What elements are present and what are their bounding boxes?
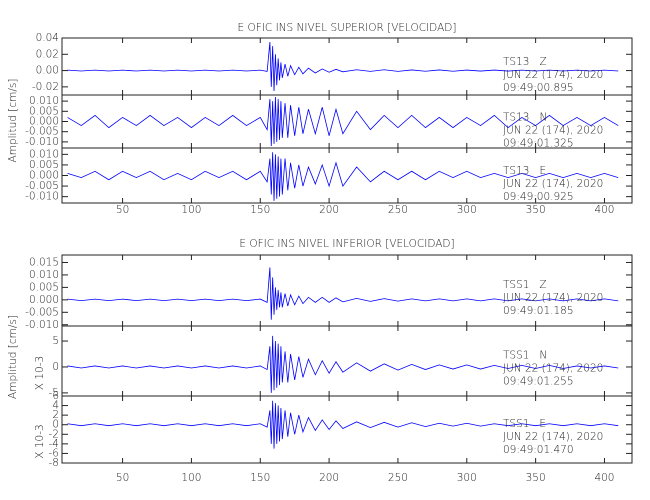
- x-tick-label: 400: [594, 204, 614, 216]
- station-time: 09:49:00.895: [503, 82, 574, 94]
- waveform: [67, 400, 619, 449]
- y-tick-label: -0.02: [32, 81, 59, 93]
- x-tick-label: 200: [319, 204, 339, 216]
- y-axis-label: Amplitud [cm/s]: [7, 79, 19, 163]
- y-tick-label: 0.000: [29, 116, 59, 128]
- x-tick-label: 300: [457, 472, 477, 484]
- x-tick-label: 100: [181, 204, 201, 216]
- waveform: [67, 42, 619, 91]
- waveform: [67, 335, 619, 393]
- station-label: TSS1 E: [503, 418, 546, 430]
- station-date: JUN 22 (174), 2020: [503, 124, 603, 136]
- y-tick-label: -0.010: [25, 191, 59, 203]
- y-tick-label: -0.005: [25, 180, 59, 192]
- y-tick-label: 0: [52, 361, 59, 373]
- y-multiplier: X 10-3: [34, 356, 46, 390]
- x-tick-label: 250: [388, 472, 408, 484]
- station-time: 09:49:01.325: [503, 137, 574, 149]
- y-tick-label: 0.00: [36, 65, 59, 77]
- x-tick-label: 100: [181, 472, 201, 484]
- y-tick-label: 0.005: [29, 281, 59, 293]
- station-time: 09:49:00.925: [503, 191, 574, 203]
- x-tick-label: 350: [526, 472, 546, 484]
- y-tick-label: 0.010: [29, 269, 59, 281]
- y-tick-label: -0.005: [25, 306, 59, 318]
- panel-frame: [61, 395, 633, 464]
- x-tick-label: 150: [250, 204, 270, 216]
- station-time: 09:49:01.185: [503, 305, 574, 317]
- waveform: [67, 97, 619, 146]
- y-tick-label: -5: [49, 387, 59, 399]
- station-label: TS13 N: [503, 111, 547, 123]
- y-tick-label: -0.010: [25, 319, 59, 331]
- y-tick-label: 6: [52, 390, 59, 402]
- y-tick-label: 0.000: [29, 170, 59, 182]
- chart-title: E OFIC INS NIVEL SUPERIOR [VELOCIDAD]: [238, 22, 457, 34]
- x-tick-label: 250: [388, 204, 408, 216]
- station-date: JUN 22 (174), 2020: [503, 69, 603, 81]
- chart-title: E OFIC INS NIVEL INFERIOR [VELOCIDAD]: [239, 238, 454, 250]
- y-tick-label: 0.010: [29, 148, 59, 160]
- y-tick-label: -4: [49, 438, 59, 450]
- y-tick-label: 0: [52, 419, 59, 431]
- station-label: TS13 Z: [503, 56, 547, 68]
- x-tick-label: 400: [594, 472, 614, 484]
- y-tick-label: -6: [49, 447, 59, 459]
- y-tick-label: 2: [52, 409, 59, 421]
- y-tick-label: -0.005: [25, 126, 59, 138]
- y-tick-label: 5: [52, 335, 59, 347]
- y-tick-label: 0.005: [29, 159, 59, 171]
- x-tick-label: 150: [250, 472, 270, 484]
- y-tick-label: -2: [49, 428, 59, 440]
- x-tick-label: 350: [526, 204, 546, 216]
- x-tick-label: 50: [116, 472, 129, 484]
- station-time: 09:49:01.470: [503, 444, 574, 456]
- y-axis-label: Amplitud [cm/s]: [7, 315, 19, 399]
- y-tick-label: 0.005: [29, 105, 59, 117]
- waveform: [67, 267, 619, 320]
- y-tick-label: -0.010: [25, 136, 59, 148]
- y-tick-label: -8: [49, 457, 59, 469]
- waveform: [67, 152, 619, 201]
- station-time: 09:49:01.255: [503, 375, 574, 387]
- y-tick-label: 0.015: [29, 256, 59, 268]
- station-date: JUN 22 (174), 2020: [503, 431, 603, 443]
- x-tick-label: 300: [457, 204, 477, 216]
- y-tick-label: 0.02: [36, 48, 59, 60]
- y-tick-label: 0.000: [29, 294, 59, 306]
- station-date: JUN 22 (174), 2020: [503, 362, 603, 374]
- y-tick-label: 4: [52, 400, 59, 412]
- station-label: TS13 E: [503, 165, 546, 177]
- station-date: JUN 22 (174), 2020: [503, 292, 603, 304]
- station-label: TSS1 Z: [503, 279, 547, 291]
- y-tick-label: 0.04: [36, 32, 59, 44]
- x-tick-label: 50: [116, 204, 129, 216]
- y-multiplier: X 10-3: [34, 424, 46, 458]
- x-tick-label: 200: [319, 472, 339, 484]
- y-tick-label: 0.010: [29, 95, 59, 107]
- station-label: TSS1 N: [503, 349, 547, 361]
- station-date: JUN 22 (174), 2020: [503, 178, 603, 190]
